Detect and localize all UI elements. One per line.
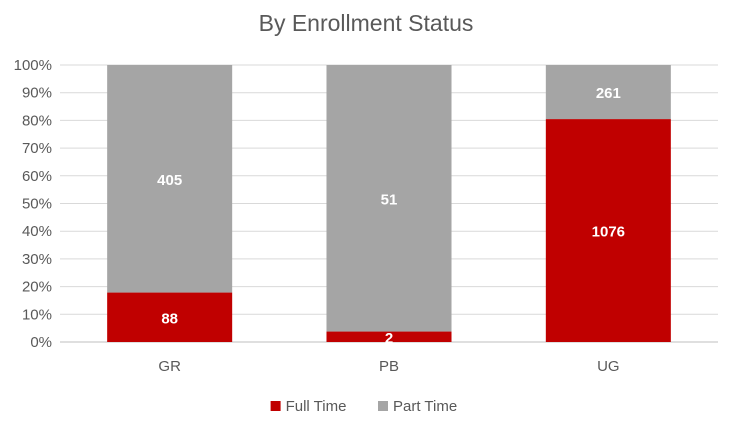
y-tick-label: 100% xyxy=(14,57,52,74)
y-tick-label: 10% xyxy=(22,306,52,323)
y-axis: 0% 10% 20% 30% 40% 50% 60% 70% 80% 90% 100% xyxy=(14,57,52,351)
bar-segment xyxy=(545,119,671,343)
legend-label: Full Time xyxy=(286,398,347,415)
y-tick-label: 50% xyxy=(22,196,52,213)
x-axis: GR PB UG xyxy=(158,358,619,375)
bar-segment xyxy=(107,65,233,293)
bars xyxy=(107,65,671,343)
chart-title: By Enrollment Status xyxy=(259,10,474,36)
y-tick-label: 80% xyxy=(22,112,52,129)
data-labels: 88 405 2 51 1076 261 xyxy=(157,85,625,347)
legend: Full Time Part Time xyxy=(270,398,457,415)
y-tick-label: 70% xyxy=(22,140,52,157)
data-label: 405 xyxy=(157,172,182,189)
x-tick-label: GR xyxy=(158,358,181,375)
data-label: 88 xyxy=(161,310,178,327)
bar-segment xyxy=(326,331,452,342)
data-label: 2 xyxy=(385,330,393,347)
legend-swatch xyxy=(378,401,388,411)
bar-segment xyxy=(545,65,671,120)
data-label: 51 xyxy=(381,191,398,208)
y-tick-label: 40% xyxy=(22,223,52,240)
legend-label: Part Time xyxy=(393,398,457,415)
y-tick-label: 30% xyxy=(22,251,52,268)
data-label: 1076 xyxy=(592,224,625,241)
y-tick-label: 0% xyxy=(30,334,52,351)
x-tick-label: UG xyxy=(597,358,620,375)
y-tick-label: 60% xyxy=(22,168,52,185)
y-tick-label: 20% xyxy=(22,279,52,296)
y-tick-label: 90% xyxy=(22,85,52,102)
x-tick-label: PB xyxy=(379,358,399,375)
data-label: 261 xyxy=(596,85,621,102)
legend-swatch xyxy=(270,401,281,411)
bar-segment xyxy=(107,292,233,342)
bar-segment xyxy=(326,65,452,332)
